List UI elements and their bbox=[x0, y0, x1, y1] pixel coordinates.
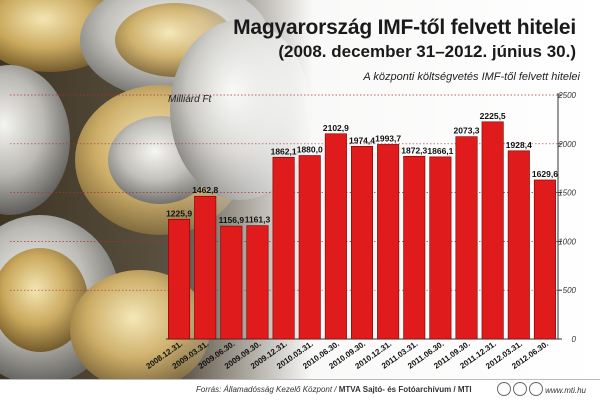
value-label: 1866,1 bbox=[427, 146, 453, 156]
value-label: 2102,9 bbox=[323, 123, 349, 133]
y-tick-label: 1000 bbox=[558, 237, 576, 246]
series-label: A központi költségvetés IMF-től felvett … bbox=[363, 71, 580, 83]
bar bbox=[403, 155, 426, 340]
bar bbox=[246, 225, 269, 340]
bar bbox=[272, 156, 295, 340]
bar bbox=[481, 121, 504, 340]
archive-logo-icon bbox=[513, 382, 527, 396]
value-label: 1974,4 bbox=[349, 135, 375, 145]
mtva-logo-icon bbox=[497, 382, 511, 396]
source-prefix: Forrás: Államadósság Kezelő Központ / bbox=[196, 385, 339, 394]
value-label: 2073,3 bbox=[454, 126, 480, 136]
bar bbox=[455, 136, 478, 340]
y-tick-label: 2500 bbox=[557, 91, 576, 100]
value-label: 1629,6 bbox=[532, 169, 558, 179]
bar bbox=[507, 150, 530, 340]
value-label: 1880,0 bbox=[297, 145, 323, 155]
value-label: 1862,1 bbox=[271, 146, 297, 156]
source-text: Forrás: Államadósság Kezelő Központ / MT… bbox=[196, 385, 472, 394]
source-org: MTVA Sajtó- és Fotóarchívum / MTI bbox=[338, 385, 472, 394]
value-label: 1872,3 bbox=[401, 145, 427, 155]
bar bbox=[533, 179, 556, 340]
bar bbox=[194, 195, 217, 340]
logo-group bbox=[497, 381, 543, 399]
y-tick-label: 0 bbox=[572, 335, 577, 344]
bar bbox=[377, 144, 400, 340]
bar bbox=[220, 225, 243, 340]
y-tick-label: 500 bbox=[563, 286, 577, 295]
value-label: 1462,8 bbox=[192, 185, 218, 195]
value-label: 1993,7 bbox=[375, 133, 401, 143]
chart-title: Magyarország IMF-től felvett hitelei bbox=[233, 16, 576, 39]
mti-logo-icon bbox=[529, 382, 543, 396]
y-tick-label: 1500 bbox=[558, 189, 576, 198]
website-link[interactable]: www.mti.hu bbox=[545, 386, 586, 395]
chart-subtitle: (2008. december 31–2012. június 30.) bbox=[278, 42, 576, 61]
value-label: 1225,9 bbox=[166, 208, 192, 218]
bar bbox=[350, 145, 374, 340]
bar bbox=[324, 133, 347, 340]
y-tick-label: 2000 bbox=[557, 140, 576, 149]
value-label: 1156,9 bbox=[219, 215, 245, 225]
y-axis-label: Milliárd Ft bbox=[168, 94, 213, 105]
bar bbox=[168, 219, 191, 340]
value-label: 1928,4 bbox=[506, 140, 532, 150]
bar bbox=[429, 156, 452, 340]
bar bbox=[298, 155, 321, 340]
value-label: 1161,3 bbox=[245, 215, 271, 225]
value-label: 2225,5 bbox=[480, 111, 506, 121]
